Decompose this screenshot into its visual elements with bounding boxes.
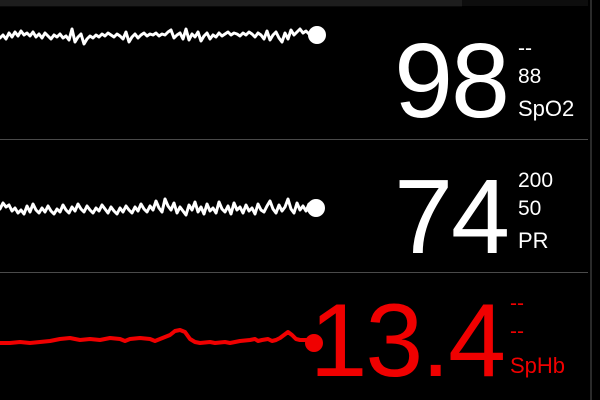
pr-value: 74 [394,158,510,276]
status-bar-right-segment [462,0,588,6]
waveform-pr-trace [0,197,317,217]
parameter-row-pr[interactable]: 74 200 50 PR [0,140,588,272]
sphb-label: SpHb [510,353,566,378]
parameter-row-sphb[interactable]: 13.4 -- -- SpHb [0,273,588,400]
pr-limit-low: 50 [518,197,542,220]
spo2-limit-low: 88 [518,65,542,88]
sweep-cursor-dot-spo2 [308,26,326,44]
sphb-limit-high: -- [510,292,524,315]
parameter-row-spo2[interactable]: 98 -- 88 SpO2 [0,6,588,139]
spo2-alarm-limits[interactable]: -- 88 SpO2 [518,38,584,120]
row-divider-2 [0,272,588,273]
waveform-sphb [0,273,340,400]
numeric-block-sphb[interactable]: 13.4 -- -- SpHb [310,273,588,400]
waveform-pr [0,140,340,272]
spo2-label: SpO2 [518,96,575,121]
right-bezel-rail [588,0,600,400]
pr-alarm-limits[interactable]: 200 50 PR [518,170,584,252]
waveform-sphb-svg [0,328,323,352]
sweep-cursor-dot-sphb [305,334,323,352]
sphb-value: 13.4 [309,283,506,399]
waveform-spo2 [0,6,340,139]
pr-label: PR [518,228,549,253]
sphb-alarm-limits[interactable]: -- -- SpHb [510,293,576,377]
waveform-spo2-svg [0,26,326,46]
waveform-sphb-trace [0,328,316,345]
pr-limit-high: 200 [518,169,554,192]
waveform-pr-svg [0,197,325,217]
spo2-limit-high: -- [518,37,532,60]
spo2-value: 98 [394,22,510,140]
numeric-block-pr[interactable]: 74 200 50 PR [340,140,588,272]
sweep-cursor-dot-pr [307,199,325,217]
row-divider-1 [0,139,588,140]
sphb-limit-low: -- [510,320,524,343]
numeric-block-spo2[interactable]: 98 -- 88 SpO2 [340,6,588,139]
status-bar [0,0,462,7]
waveform-spo2-trace [0,27,318,46]
scroll-rail-line[interactable] [590,0,592,400]
